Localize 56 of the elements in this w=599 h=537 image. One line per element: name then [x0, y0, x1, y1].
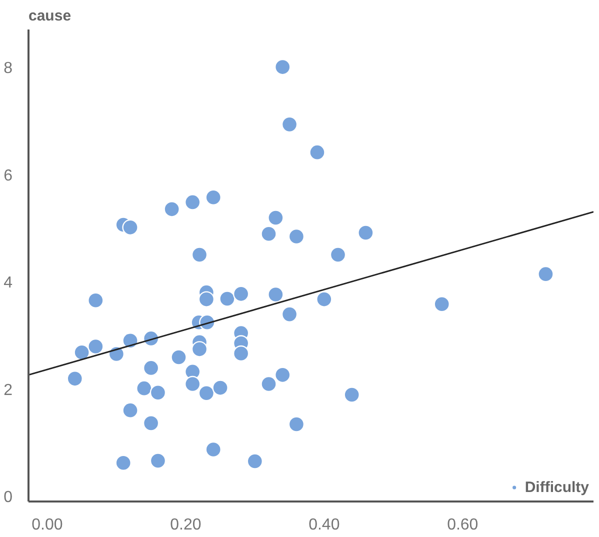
point: [142, 360, 160, 376]
point: [88, 338, 104, 355]
x-tick-label: 0.20: [170, 516, 202, 534]
point: [122, 219, 138, 236]
point: [88, 292, 104, 308]
point: [198, 385, 215, 402]
point: [309, 144, 326, 160]
y-tick-label: 0: [4, 489, 13, 506]
point: [260, 376, 277, 392]
point: [358, 224, 374, 241]
point: [268, 210, 284, 226]
point: [288, 228, 305, 245]
x-tick-label: 0.40: [308, 516, 340, 534]
y-tick-label: 6: [4, 167, 13, 184]
point: [232, 345, 250, 362]
y-tick-label: 2: [4, 382, 13, 399]
point: [538, 266, 554, 282]
point: [288, 416, 305, 432]
x-tick-label: 0.00: [32, 516, 63, 534]
point: [316, 291, 332, 308]
point: [344, 386, 360, 403]
point: [136, 380, 152, 396]
point: [268, 286, 284, 303]
y-tick-label: 4: [4, 274, 13, 292]
point: [115, 454, 132, 471]
point: [191, 246, 208, 263]
y-tick-label: 8: [4, 60, 13, 78]
point: [330, 246, 346, 263]
point: [150, 452, 166, 469]
point: [66, 370, 83, 387]
point: [274, 366, 291, 384]
legend-label: Difficulty: [524, 478, 589, 496]
point: [184, 194, 201, 210]
point: [434, 296, 450, 312]
point: [205, 189, 222, 206]
point: [232, 286, 250, 302]
point: [184, 376, 201, 392]
point: [122, 402, 138, 418]
point: [260, 226, 277, 242]
point: [274, 58, 291, 76]
point: [191, 341, 208, 358]
point: [122, 332, 138, 349]
point: [281, 306, 298, 322]
x-tick-label: 0.60: [447, 516, 478, 534]
point: [74, 344, 90, 360]
point: [142, 415, 160, 432]
y-axis-title: cause: [28, 8, 72, 24]
point: [219, 290, 236, 307]
point: [246, 453, 264, 470]
point: [150, 384, 166, 401]
point: [164, 201, 180, 218]
point: [212, 380, 228, 396]
point: [198, 291, 215, 308]
point: [170, 349, 187, 366]
point: [281, 116, 298, 133]
point: [205, 441, 222, 458]
